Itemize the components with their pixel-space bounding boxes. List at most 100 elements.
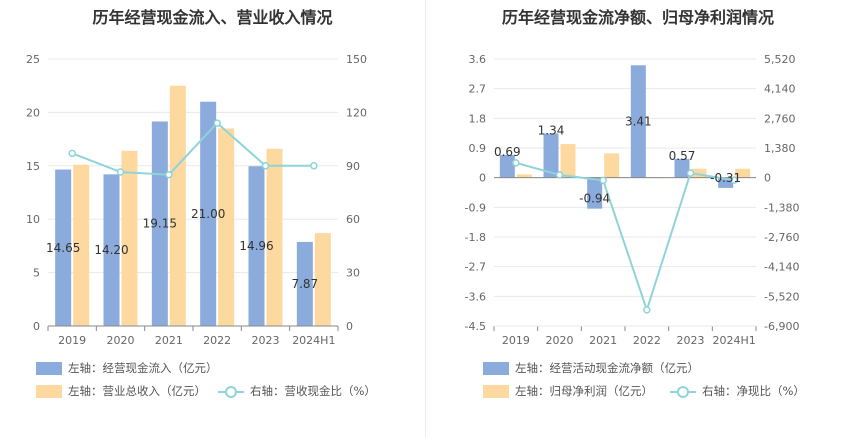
left-chart-left-tick: 0 [33,320,40,333]
right-chart-left-tick: -4.5 [465,320,486,333]
right-chart-ratio-point [512,159,520,167]
legend-item-revenue[interactable]: 左轴：营业总收入（亿元） [36,383,206,399]
right-chart-svg: -4.5 -6,900 -3.6 -5,520 -2.7 -4,140 -1.8 -2,760… [465,53,800,347]
left-chart-bar-series1 [248,166,265,326]
left-chart-ratio-line [71,121,314,176]
right-chart-data-label: -0.31 [710,171,741,185]
legend-item-net-cash-flow[interactable]: 左轴：经营活动现金流净额（亿元） [483,360,699,376]
right-chart-bar-series2 [691,168,707,178]
right-chart-left-tick: -1.8 [465,231,486,244]
left-chart-svg: 0 0 5 30 10 60 15 90 20 120 25 150 2019 2020 2021 2022 2… [26,53,367,347]
right-chart-bar-series1 [718,177,734,188]
right-chart-data-label: 0.69 [494,145,521,159]
right-chart-ratio-point [643,306,651,314]
legend-swatch-blue [483,361,509,375]
left-chart-bar-series1 [151,121,168,326]
right-chart-data-label: 1.34 [538,123,565,137]
right-chart-bar-series2 [604,153,620,178]
left-chart-ratio-point [165,170,173,179]
right-chart-data-label: 3.41 [625,114,652,128]
right-chart-bar-series1 [630,65,646,178]
left-chart-bar-series2 [169,85,186,326]
right-chart-bar-series2 [735,168,751,178]
panel-divider [425,0,426,437]
left-chart-right-tick: 90 [346,160,360,173]
legend-label: 左轴：经营活动现金流净额（亿元） [515,361,699,375]
left-chart-bar-series1 [55,169,72,326]
left-chart-bar-series1 [103,174,120,326]
right-chart-panel: 历年经营现金流净额、归母净利润情况 -4.5 -6,900 -3.6 -5,520 -2… [426,0,850,437]
left-chart-data-label: 19.15 [143,217,177,231]
left-chart-ratio-point [116,168,125,176]
right-chart-right-tick: -4,140 [764,261,799,274]
right-chart-left-tick: 0.9 [469,142,487,155]
right-chart-ratio-point [686,169,695,177]
left-chart-ratio-point [310,162,318,170]
legend-item-net-profit[interactable]: 左轴：归母净利润（亿元） [483,383,653,399]
right-chart-right-tick: -6,900 [764,320,799,333]
right-chart-data-label: -0.94 [579,192,610,206]
left-chart-left-tick: 20 [26,106,40,119]
left-chart-category-label: 2021 [155,334,183,347]
right-chart-left-tick: 3.6 [469,53,487,66]
right-chart-left-tick: -0.9 [465,201,486,214]
right-chart-ratio-point [555,171,564,179]
right-chart-left-tick: -2.7 [465,261,486,274]
right-chart-right-tick: 1,380 [764,142,796,155]
legend-swatch-orange [36,384,62,398]
left-chart-category-label: 2020 [107,334,135,347]
right-chart-category-label: 2022 [633,334,661,347]
left-chart-right-tick: 30 [346,267,360,280]
left-chart-right-tick: 120 [346,106,367,119]
right-chart-category-label: 2020 [546,334,574,347]
legend-swatch-blue [36,361,62,375]
right-chart-right-tick: -1,380 [764,201,799,214]
right-chart-data-label: 0.57 [669,149,696,163]
left-chart-data-label: 14.96 [239,239,273,253]
left-chart-panel: 历年经营现金流入、营业收入情况 0 0 5 30 10 60 15 90 20 120 25 150 2… [26,8,376,399]
right-chart-right-tick: 0 [764,172,771,185]
right-chart-left-tick: 1.8 [469,112,487,125]
right-chart-left-tick: 2.7 [469,83,487,96]
left-chart-bar-series2 [218,128,235,326]
left-chart-left-tick: 5 [33,267,40,280]
right-chart-right-tick: -5,520 [764,290,799,303]
legend-swatch-orange [483,384,509,398]
right-chart-ratio-point [599,176,607,185]
left-chart-right-tick: 60 [346,213,360,226]
right-chart-category-label: 2021 [589,334,617,347]
left-chart-ratio-point [213,119,221,127]
legend-label: 右轴：净现比（%） [702,384,805,398]
right-chart-right-tick: -2,760 [764,231,799,244]
left-chart-bar-series2 [73,164,90,326]
left-chart-data-label: 14.20 [94,243,128,257]
left-chart-bar-series2 [314,233,331,326]
left-chart-ratio-point [68,149,76,158]
legend-label: 右轴：营收现金比（%） [250,384,376,398]
right-chart-category-label: 2023 [677,334,705,347]
right-chart-ratio-point [730,176,738,184]
left-chart-category-label: 2019 [58,334,86,347]
left-chart-bar-series2 [121,150,138,326]
right-chart-ratio-line [515,161,735,314]
left-chart-category-label: 2022 [203,334,231,347]
right-chart-right-tick: 4,140 [764,83,796,96]
right-chart-right-tick: 5,520 [764,53,796,66]
legend-item-net-cash-ratio[interactable]: 右轴：净现比（%） [670,383,805,399]
right-chart-bar-series2 [560,144,576,178]
legend-label: 左轴：营业总收入（亿元） [68,384,206,398]
right-chart-category-label: 2019 [502,334,530,347]
left-chart-title: 历年经营现金流入、营业收入情况 [92,8,333,27]
left-chart-data-label: 7.87 [291,277,318,291]
legend-item-cash-inflow[interactable]: 左轴：经营现金流入（亿元） [36,360,218,376]
left-chart-left-tick: 25 [26,53,40,66]
right-chart-title: 历年经营现金流净额、归母净利润情况 [501,8,774,27]
right-chart-bar-series1 [543,133,559,178]
legend-item-cash-ratio[interactable]: 右轴：营收现金比（%） [218,383,376,399]
left-chart-data-label: 21.00 [191,207,225,221]
right-chart-category-label: 2024H1 [713,334,756,347]
right-chart-left-tick: -3.6 [465,290,486,303]
left-chart-category-label: 2023 [252,334,280,347]
right-chart-bar-series2 [516,174,532,178]
left-chart-bar-series1 [200,101,217,326]
